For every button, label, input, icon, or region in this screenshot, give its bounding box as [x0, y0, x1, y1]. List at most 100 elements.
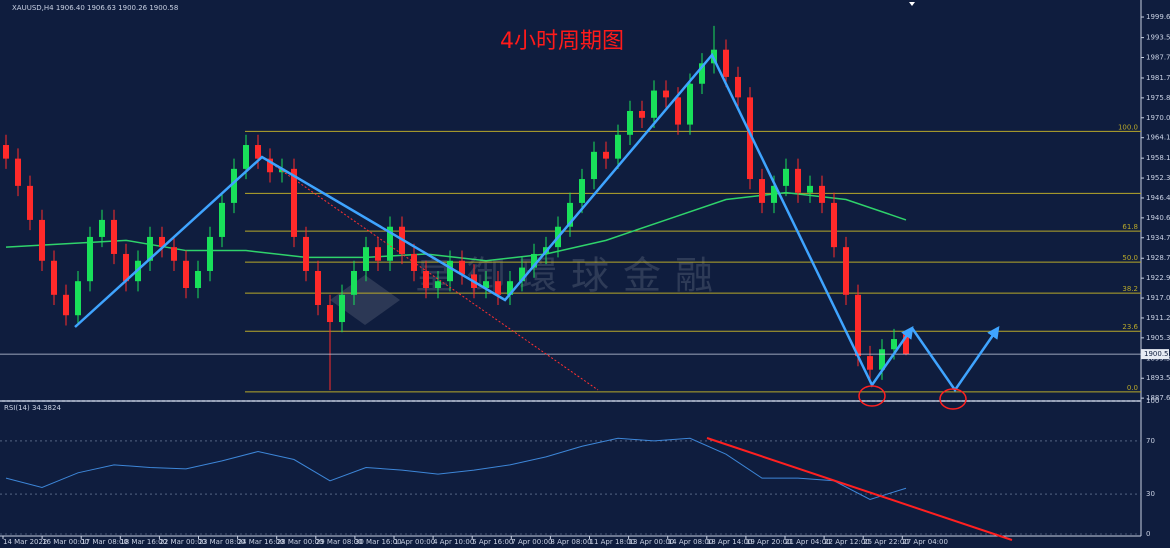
y-tick-label: 1893.50: [1146, 374, 1170, 382]
last-price-label: 1900.58: [1144, 350, 1170, 358]
x-tick-label: 1 Apr 00:00: [394, 538, 435, 546]
candle-body: [27, 185, 33, 220]
x-tick-label: 22 Apr 12:00: [824, 538, 870, 546]
x-tick-label: 5 Apr 16:00: [472, 538, 513, 546]
candle-body: [495, 281, 501, 295]
y-tick-label: 1999.60: [1146, 13, 1170, 21]
circle-marker: [939, 388, 967, 410]
candle-body: [219, 202, 225, 237]
forecast-path: [910, 325, 1000, 393]
x-tick-label: 29 Mar 08:00: [316, 538, 363, 546]
chart-title: 4小时周期图: [500, 29, 624, 54]
candle-body: [255, 145, 261, 159]
x-tick-label: 4 Apr 10:00: [433, 538, 474, 546]
candle-body: [375, 247, 381, 261]
candle-body: [267, 158, 273, 173]
rsi-tick-label: 100: [1146, 397, 1159, 405]
candle-body: [111, 219, 117, 254]
candle-body: [807, 185, 813, 193]
candle-body: [687, 83, 693, 125]
candle-body: [579, 179, 585, 203]
candle-body: [615, 134, 621, 159]
x-tick-label: 8 Apr 08:00: [550, 538, 591, 546]
moving-average: [5, 191, 907, 262]
y-tick-label: 1993.55: [1146, 34, 1170, 42]
fib-label: 50.0: [1122, 254, 1138, 262]
x-tick-label: 19 Apr 20:00: [746, 538, 792, 546]
x-tick-label: 18 Apr 14:00: [707, 538, 753, 546]
candle-body: [759, 179, 765, 203]
candle-body: [15, 158, 21, 186]
candle-body: [795, 168, 801, 193]
y-tick-label: 1964.15: [1146, 134, 1170, 142]
candle-body: [843, 247, 849, 295]
y-tick-label: 1952.30: [1146, 174, 1170, 182]
y-tick-label: 1887.65: [1146, 394, 1170, 402]
y-tick-label: 1970.00: [1146, 114, 1170, 122]
candle-body: [903, 334, 909, 355]
candle-body: [351, 270, 357, 295]
wave-path: [74, 52, 914, 388]
candle-body: [483, 281, 489, 288]
candle-body: [339, 294, 345, 323]
candle-body: [39, 219, 45, 261]
candle-body: [591, 151, 597, 180]
x-tick-label: 16 Mar 00:00: [42, 538, 89, 546]
x-tick-label: 28 Mar 00:00: [277, 538, 324, 546]
x-tick-label: 22 Mar 00:00: [159, 538, 206, 546]
candle-body: [63, 294, 69, 316]
candle-body: [315, 270, 321, 306]
candle-body: [3, 145, 9, 159]
candle-body: [567, 202, 573, 227]
candle-body: [771, 185, 777, 203]
x-tick-label: 11 Apr 18:00: [590, 538, 636, 546]
rsi-tick-label: 0: [1146, 530, 1150, 538]
candle-body: [531, 253, 537, 268]
y-tick-label: 1987.70: [1146, 54, 1170, 62]
y-tick-label: 1922.90: [1146, 274, 1170, 282]
candle-body: [831, 202, 837, 248]
x-tick-label: 21 Apr 04:00: [785, 538, 831, 546]
watermark-logo: [330, 275, 400, 325]
candle-body: [675, 97, 681, 125]
candle-body: [603, 151, 609, 159]
x-tick-label: 13 Apr 00:00: [629, 538, 675, 546]
candle-body: [147, 236, 153, 261]
trend-line: [261, 156, 506, 301]
candle-body: [627, 110, 633, 135]
candle-body: [435, 281, 441, 288]
rsi-title: RSI(14) 34.3824: [4, 404, 61, 412]
rsi-tick-label: 30: [1146, 490, 1155, 498]
candle-body: [171, 247, 177, 261]
y-tick-label: 1975.85: [1146, 94, 1170, 102]
x-tick-label: 27 Apr 04:00: [902, 538, 948, 546]
fib-label: 61.8: [1122, 223, 1138, 231]
candle-body: [699, 63, 705, 84]
symbol-header: XAUUSD,H4 1906.40 1906.63 1900.26 1900.5…: [12, 4, 178, 12]
candle-body: [75, 281, 81, 316]
x-tick-label: 24 Mar 16:00: [238, 538, 285, 546]
rsi-line: [5, 437, 907, 500]
candle-body: [735, 76, 741, 98]
circle-marker: [858, 385, 886, 407]
y-tick-label: 1917.05: [1146, 294, 1170, 302]
candle-body: [183, 260, 189, 288]
candle-body: [195, 270, 201, 288]
fib-label: 38.2: [1122, 285, 1138, 293]
x-tick-label: 14 Apr 08:00: [668, 538, 714, 546]
candle-body: [747, 97, 753, 180]
fib-label: 0.0: [1127, 384, 1138, 392]
candle-body: [87, 236, 93, 282]
y-tick-label: 1958.15: [1146, 154, 1170, 162]
candle-body: [507, 281, 513, 295]
y-tick-label: 1928.75: [1146, 254, 1170, 262]
candle-body: [663, 90, 669, 98]
candle-body: [423, 270, 429, 288]
shift-marker: [909, 2, 915, 6]
candle-body: [207, 236, 213, 271]
fib-label: 23.6: [1122, 323, 1138, 331]
candle-body: [891, 339, 897, 350]
candle-body: [519, 267, 525, 282]
projection-line: [261, 156, 599, 391]
